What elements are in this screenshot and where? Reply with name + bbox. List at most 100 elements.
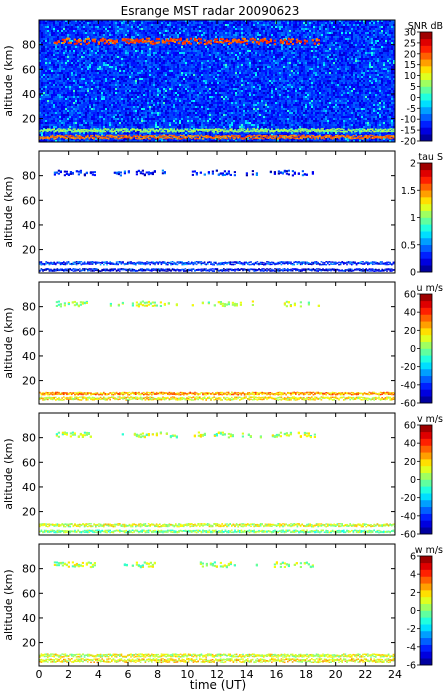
noise-cell — [387, 52, 389, 54]
noise-cell — [225, 60, 227, 62]
noise-cell — [287, 44, 289, 46]
noise-cell — [229, 70, 231, 72]
noise-cell — [161, 70, 163, 72]
noise-cell — [277, 66, 279, 68]
noise-cell — [93, 68, 95, 70]
noise-cell — [41, 28, 43, 30]
noise-cell — [203, 30, 205, 32]
noise-cell — [327, 42, 329, 44]
noise-cell — [71, 32, 73, 34]
noise-cell — [369, 56, 371, 58]
noise-cell — [325, 50, 327, 52]
noise-cell — [51, 44, 53, 46]
noise-cell — [239, 36, 241, 38]
noise-cell — [155, 68, 157, 70]
noise-cell — [105, 56, 107, 58]
noise-cell — [223, 66, 225, 68]
noise-cell — [305, 68, 307, 70]
noise-cell — [357, 66, 359, 68]
noise-cell — [319, 54, 321, 56]
noise-cell — [241, 44, 243, 46]
noise-cell — [315, 24, 317, 26]
noise-cell — [301, 36, 303, 38]
noise-cell — [57, 26, 59, 28]
noise-cell — [239, 28, 241, 30]
noise-cell — [205, 72, 207, 74]
noise-cell — [45, 52, 47, 54]
noise-cell — [315, 74, 317, 76]
noise-cell — [327, 62, 329, 64]
noise-cell — [83, 64, 85, 66]
noise-cell — [291, 72, 293, 74]
noise-cell — [303, 24, 305, 26]
noise-cell — [327, 60, 329, 62]
noise-cell — [369, 30, 371, 32]
noise-cell — [393, 70, 395, 72]
noise-cell — [125, 58, 127, 60]
noise-cell — [249, 32, 251, 34]
noise-cell — [121, 32, 123, 34]
noise-cell — [145, 34, 147, 36]
noise-cell — [389, 56, 391, 58]
noise-cell — [53, 34, 55, 36]
noise-cell — [149, 46, 151, 48]
noise-cell — [145, 20, 147, 22]
noise-cell — [349, 54, 351, 56]
noise-cell — [291, 20, 293, 22]
noise-cell — [371, 68, 373, 70]
noise-cell — [91, 36, 93, 38]
noise-cell — [97, 46, 99, 48]
noise-cell — [175, 70, 177, 72]
noise-cell — [269, 50, 271, 52]
noise-cell — [267, 44, 269, 46]
noise-cell — [361, 72, 363, 74]
noise-cell — [263, 36, 265, 38]
noise-cell — [305, 30, 307, 32]
noise-cell — [349, 20, 351, 22]
noise-cell — [347, 24, 349, 26]
noise-cell — [345, 26, 347, 28]
noise-cell — [233, 58, 235, 60]
noise-cell — [385, 30, 387, 32]
noise-cell — [93, 28, 95, 30]
noise-cell — [83, 38, 85, 40]
noise-cell — [309, 38, 311, 40]
noise-cell — [317, 68, 319, 70]
noise-cell — [379, 32, 381, 34]
noise-cell — [221, 68, 223, 70]
noise-cell — [213, 28, 215, 30]
noise-cell — [43, 52, 45, 54]
noise-cell — [193, 26, 195, 28]
noise-cell — [357, 38, 359, 40]
noise-cell — [317, 44, 319, 46]
noise-cell — [39, 74, 41, 76]
noise-cell — [339, 42, 341, 44]
noise-cell — [209, 44, 211, 46]
noise-cell — [195, 32, 197, 34]
noise-cell — [313, 70, 315, 72]
noise-cell — [191, 72, 193, 74]
noise-cell — [47, 38, 49, 40]
noise-cell — [149, 26, 151, 28]
noise-cell — [263, 26, 265, 28]
noise-cell — [371, 30, 373, 32]
noise-cell — [111, 36, 113, 38]
noise-cell — [391, 22, 393, 24]
noise-cell — [247, 24, 249, 26]
noise-cell — [335, 32, 337, 34]
noise-cell — [341, 46, 343, 48]
noise-cell — [159, 70, 161, 72]
noise-cell — [195, 48, 197, 50]
noise-cell — [221, 30, 223, 32]
noise-cell — [309, 36, 311, 38]
noise-cell — [357, 74, 359, 76]
noise-cell — [309, 52, 311, 54]
noise-cell — [51, 22, 53, 24]
noise-cell — [363, 44, 365, 46]
noise-cell — [185, 32, 187, 34]
noise-cell — [303, 26, 305, 28]
noise-cell — [227, 50, 229, 52]
noise-cell — [329, 38, 331, 40]
noise-cell — [347, 20, 349, 22]
noise-cell — [119, 22, 121, 24]
